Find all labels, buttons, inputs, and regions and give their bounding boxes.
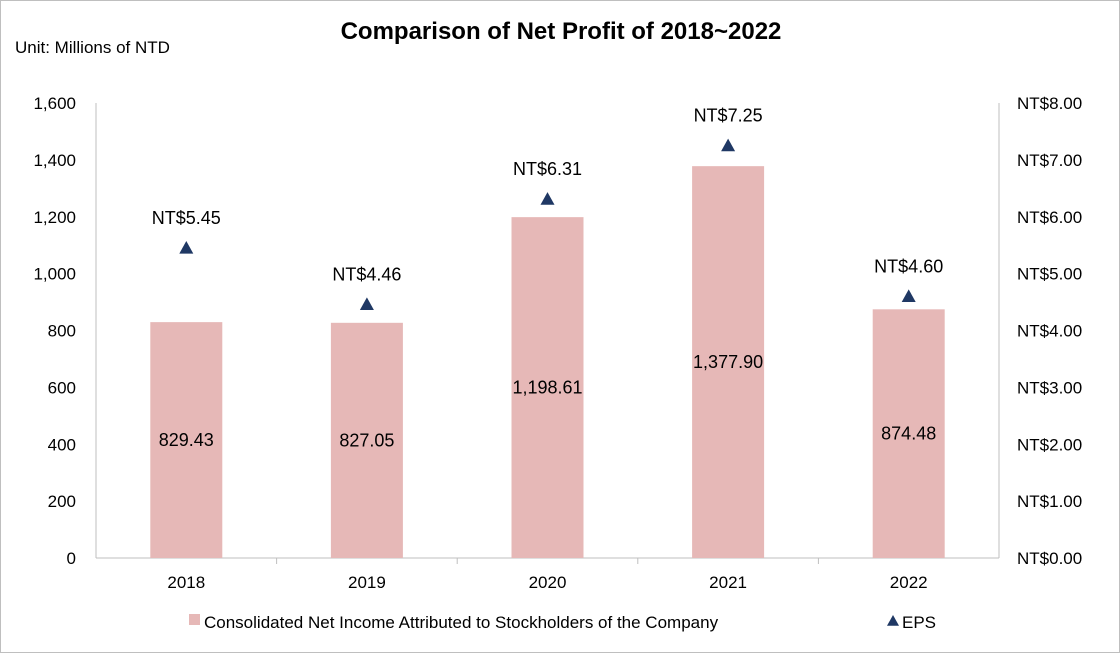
legend: Consolidated Net Income Attributed to St… [189,613,936,632]
left-tick-label: 600 [48,378,76,397]
net-income-label: 1,198.61 [512,378,582,398]
eps-label: NT$4.60 [874,256,943,276]
left-tick-label: 0 [67,549,76,568]
net-income-bar [150,322,223,558]
right-tick-label: NT$0.00 [1017,549,1082,568]
net-income-label: 1,377.90 [693,352,763,372]
left-tick-label: 1,000 [33,265,76,284]
net-income-bar [511,217,584,559]
right-tick-label: NT$8.00 [1017,94,1082,113]
net-income-bar [872,309,945,558]
left-tick-label: 200 [48,492,76,511]
net-income-label: 827.05 [339,430,394,450]
x-tick-label: 2018 [167,573,205,592]
unit-note: Unit: Millions of NTD [15,38,170,57]
legend-label-net-income: Consolidated Net Income Attributed to St… [204,613,719,632]
left-tick-label: 1,200 [33,208,76,227]
right-tick-label: NT$3.00 [1017,378,1082,397]
legend-label-eps: EPS [902,613,936,632]
eps-marker [901,289,916,302]
eps-label: NT$6.31 [513,159,582,179]
eps-label: NT$4.46 [332,264,401,284]
x-tick-label: 2020 [529,573,567,592]
left-tick-label: 1,600 [33,94,76,113]
eps-markers: NT$5.45 NT$4.46 NT$6.31 NT$7.25 NT$4.60 [152,106,943,310]
legend-swatch-net-income [189,614,200,625]
right-tick-label: NT$6.00 [1017,208,1082,227]
eps-marker [540,192,555,205]
right-tick-label: NT$2.00 [1017,435,1082,454]
net-income-label: 829.43 [159,430,214,450]
axes: 0 200 400 600 800 1,000 1,200 1,400 1,600 NT$0.00… [33,94,1082,592]
x-tick-label: 2019 [348,573,386,592]
eps-label: NT$7.25 [694,106,763,126]
chart-title: Comparison of Net Profit of 2018~2022 [341,18,782,45]
left-tick-label: 1,400 [33,151,76,170]
eps-marker [721,138,736,152]
net-income-bar [330,322,403,558]
x-tick-label: 2021 [709,573,747,592]
right-tick-label: NT$1.00 [1017,492,1082,511]
net-income-bar [692,166,765,559]
right-tick-label: NT$5.00 [1017,265,1082,284]
eps-marker [359,297,374,310]
right-tick-label: NT$4.00 [1017,322,1082,341]
eps-label: NT$5.45 [152,208,221,228]
net-income-label: 874.48 [881,424,936,444]
bars: 829.43 827.05 1,198.61 1,377.90 874.48 [150,166,945,559]
right-tick-label: NT$7.00 [1017,151,1082,170]
left-tick-label: 800 [48,322,76,341]
x-tick-label: 2022 [890,573,928,592]
left-tick-label: 400 [48,435,76,454]
eps-marker [179,241,194,254]
legend-swatch-eps [887,615,899,626]
